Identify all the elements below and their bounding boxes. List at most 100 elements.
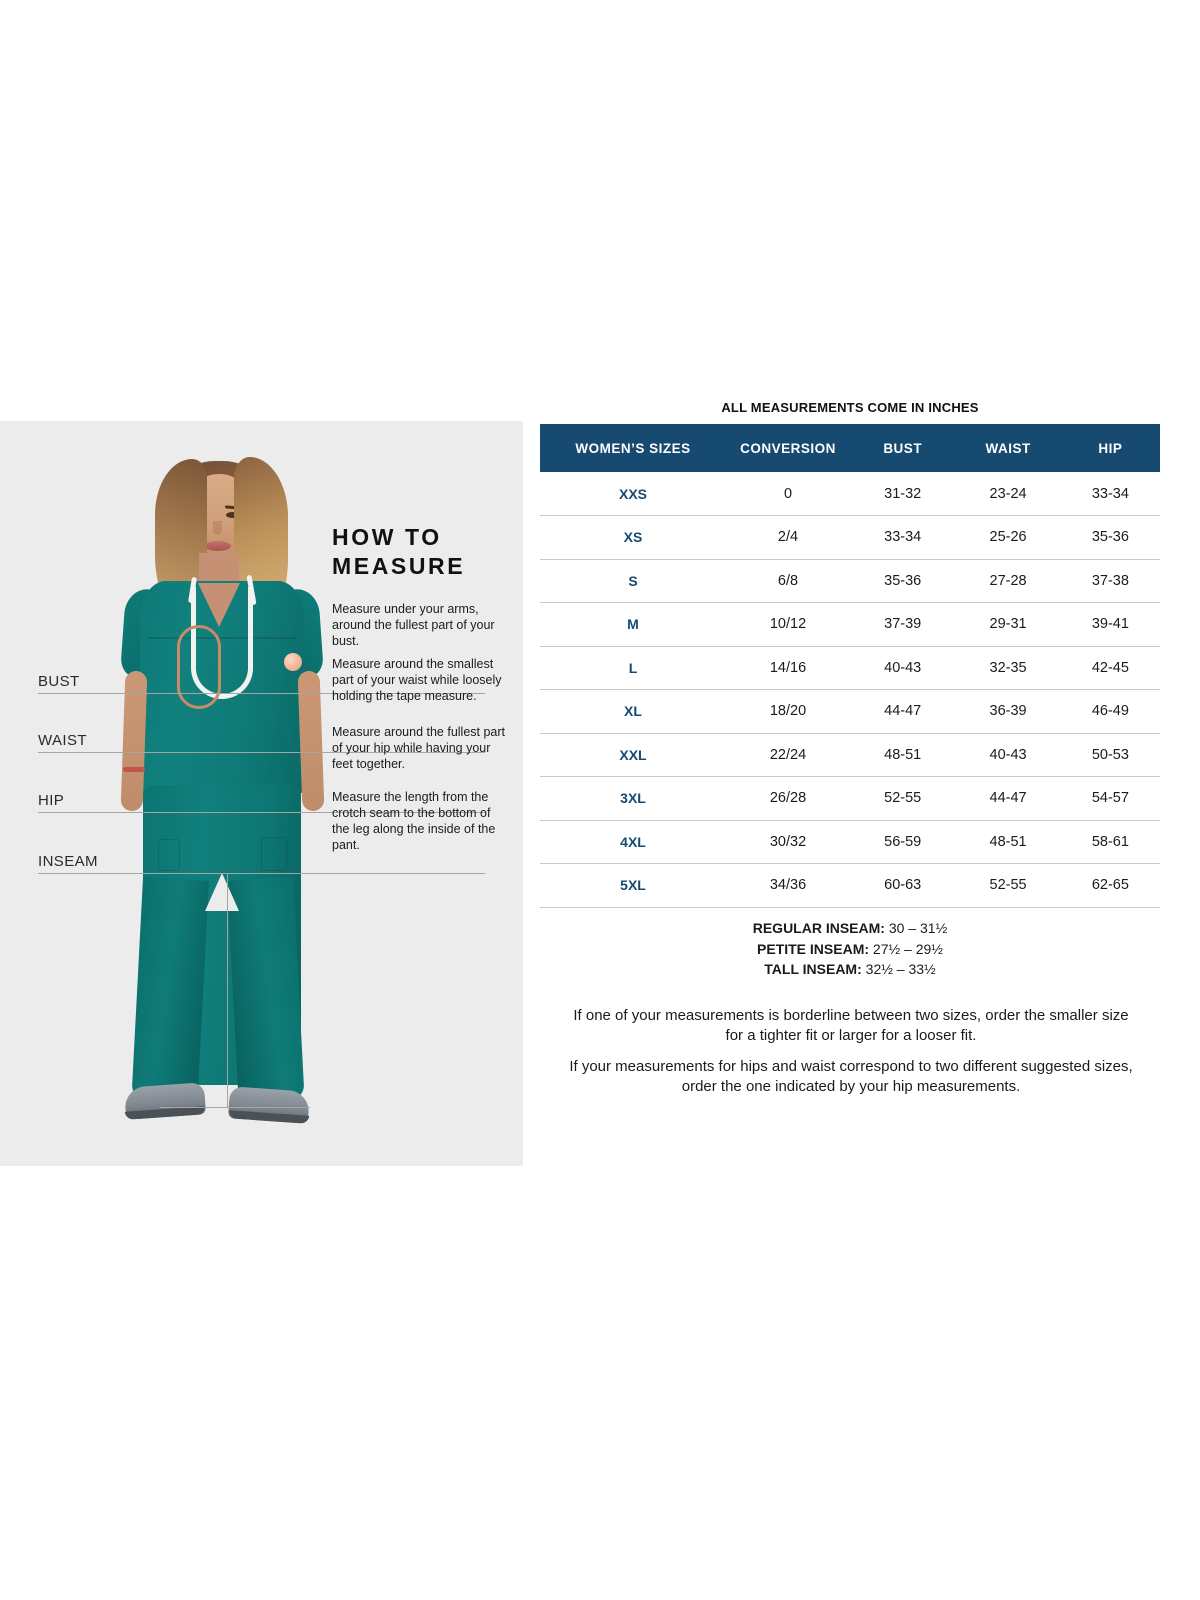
description-inseam: Measure the length from the crotch seam … <box>332 790 496 852</box>
row-waist: 23-24 <box>955 472 1061 516</box>
table-row: XXS 0 31-32 23-24 33-34 <box>540 472 1160 516</box>
row-bust: 37-39 <box>850 602 956 647</box>
row-bust: 56-59 <box>850 820 956 864</box>
row-size: L <box>540 646 726 690</box>
row-hip: 50-53 <box>1060 733 1160 777</box>
row-size: 4XL <box>540 820 726 864</box>
row-size: XL <box>540 689 726 734</box>
row-conversion: 2/4 <box>726 515 850 560</box>
row-hip: 35-36 <box>1060 515 1160 560</box>
row-conversion: 30/32 <box>726 820 850 864</box>
row-waist: 32-35 <box>955 646 1061 690</box>
inseam-vertical-line <box>227 873 228 1107</box>
row-waist: 40-43 <box>955 733 1061 777</box>
pants-pocket-right <box>261 837 287 871</box>
inseam-note-petite: PETITE INSEAM: 27½ – 29½ <box>540 939 1160 960</box>
description-waist: Measure around the smallest part of your… <box>332 657 502 703</box>
row-waist: 29-31 <box>955 602 1061 647</box>
table-row: 5XL 34/36 60-63 52-55 62-65 <box>540 863 1160 908</box>
row-size: 3XL <box>540 776 726 821</box>
column-header-bust: BUST <box>850 424 956 472</box>
inseam-tall-label: TALL INSEAM: <box>764 961 862 978</box>
table-row: XL 18/20 44-47 36-39 46-49 <box>540 689 1160 734</box>
model-eye-right <box>226 512 239 518</box>
size-chart-table: WOMEN’S SIZES CONVERSION BUST WAIST HIP … <box>540 424 1160 908</box>
row-waist: 48-51 <box>955 820 1061 864</box>
row-bust: 31-32 <box>850 472 956 516</box>
label-inseam: INSEAM <box>38 853 98 870</box>
bust-guide-line <box>38 693 485 694</box>
inseam-guide-line <box>38 873 485 874</box>
column-header-conversion: CONVERSION <box>726 424 850 472</box>
inseam-bottom-line <box>160 1107 310 1108</box>
row-conversion: 0 <box>726 472 850 516</box>
column-header-womens-sizes: WOMEN’S SIZES <box>540 424 726 472</box>
inseam-notes: REGULAR INSEAM: 30 – 31½ PETITE INSEAM: … <box>540 918 1160 980</box>
row-waist: 25-26 <box>955 515 1061 560</box>
table-row: 3XL 26/28 52-55 44-47 54-57 <box>540 776 1160 821</box>
row-hip: 42-45 <box>1060 646 1160 690</box>
row-bust: 44-47 <box>850 689 956 734</box>
row-hip: 33-34 <box>1060 472 1160 516</box>
how-to-measure-heading-wrap: HOW TO MEASURE <box>332 523 507 582</box>
row-conversion: 10/12 <box>726 602 850 647</box>
footer-note-hip-priority: If your measurements for hips and waist … <box>569 1058 1133 1095</box>
footer-note-borderline: If one of your measurements is borderlin… <box>573 1007 1129 1044</box>
inseam-petite-value: 27½ – 29½ <box>872 940 943 957</box>
scrub-top-seam <box>147 637 297 639</box>
table-row: XXL 22/24 48-51 40-43 50-53 <box>540 733 1160 777</box>
row-conversion: 6/8 <box>726 559 850 603</box>
model-illustration <box>95 449 385 1139</box>
inseam-note-regular: REGULAR INSEAM: 30 – 31½ <box>540 918 1160 939</box>
inseam-regular-value: 30 – 31½ <box>888 920 948 936</box>
model-lips <box>205 541 231 551</box>
table-row: L 14/16 40-43 32-35 42-45 <box>540 646 1160 690</box>
row-bust: 40-43 <box>850 646 956 690</box>
row-hip: 46-49 <box>1060 689 1160 734</box>
inseam-petite-label: PETITE INSEAM: <box>757 940 870 957</box>
how-to-measure-panel: BUST WAIST HIP INSEAM HOW TO MEASURE Mea… <box>0 421 523 1166</box>
description-bust: Measure under your arms, around the full… <box>332 602 495 648</box>
row-size: XXS <box>540 472 726 516</box>
model-wrist-band <box>123 767 145 772</box>
row-hip: 54-57 <box>1060 776 1160 821</box>
table-row: S 6/8 35-36 27-28 37-38 <box>540 559 1160 603</box>
row-waist: 44-47 <box>955 776 1061 821</box>
row-size: XS <box>540 515 726 560</box>
pants-pocket-left <box>158 839 180 871</box>
row-hip: 37-38 <box>1060 559 1160 603</box>
row-size: XXL <box>540 733 726 777</box>
row-bust: 35-36 <box>850 559 956 603</box>
row-bust: 48-51 <box>850 733 956 777</box>
row-waist: 52-55 <box>955 863 1061 908</box>
row-conversion: 22/24 <box>726 733 850 777</box>
table-header-row: WOMEN’S SIZES CONVERSION BUST WAIST HIP <box>540 424 1160 472</box>
row-hip: 39-41 <box>1060 602 1160 647</box>
row-conversion: 18/20 <box>726 689 850 734</box>
row-conversion: 34/36 <box>726 863 850 908</box>
hip-guide-line <box>38 812 485 813</box>
table-body: XXS 0 31-32 23-24 33-34 XS 2/4 33-34 25-26 35-36 S… <box>540 472 1160 908</box>
label-waist: WAIST <box>38 732 87 749</box>
pants-leg-right <box>227 877 305 1103</box>
table-header: WOMEN’S SIZES CONVERSION BUST WAIST HIP <box>540 424 1160 472</box>
column-header-waist: WAIST <box>955 424 1061 472</box>
inseam-regular-label: REGULAR INSEAM: <box>752 920 885 936</box>
label-bust: BUST <box>38 673 80 690</box>
description-hip: Measure around the fullest part of your … <box>332 725 506 771</box>
row-bust: 60-63 <box>850 863 956 908</box>
table-row: M 10/12 37-39 29-31 39-41 <box>540 602 1160 647</box>
row-bust: 33-34 <box>850 515 956 560</box>
chart-title: ALL MEASUREMENTS COME IN INCHES <box>721 400 979 415</box>
model-nose <box>213 521 222 535</box>
row-hip: 62-65 <box>1060 863 1160 908</box>
row-waist: 36-39 <box>955 689 1061 734</box>
inseam-note-tall: TALL INSEAM: 32½ – 33½ <box>540 959 1160 980</box>
pants-leg-left <box>131 877 209 1103</box>
stethoscope-loop <box>177 625 221 709</box>
row-bust: 52-55 <box>850 776 956 821</box>
row-size: M <box>540 602 726 647</box>
row-conversion: 14/16 <box>726 646 850 690</box>
column-header-hip: HIP <box>1060 424 1160 472</box>
